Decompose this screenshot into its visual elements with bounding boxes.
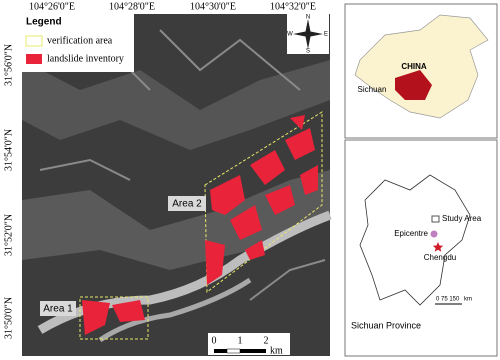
lat-label: 31°52'0"N [3, 214, 14, 256]
chengdu-marker [432, 242, 444, 252]
compass-label: W [287, 32, 293, 38]
scale-unit: km [464, 297, 472, 303]
map-label: Epicentre [394, 229, 428, 238]
area-label: Area 2 [172, 199, 202, 210]
lat-label: 31°54'0"N [3, 129, 14, 171]
legend-label: verification area [47, 35, 113, 46]
landslide-inventory [82, 115, 318, 335]
legend-title: Legend [26, 17, 62, 28]
compass-label: E [324, 32, 328, 38]
legend-swatch [26, 54, 42, 64]
epicentre-marker [430, 230, 438, 238]
area-label-box [168, 196, 206, 211]
scale-tick: 2 [264, 335, 269, 346]
scale-unit: km [270, 345, 283, 356]
map-label: Study Area [442, 214, 482, 223]
scale-tick: 0 [212, 335, 217, 346]
china-inset: CHINA Sichuan [344, 3, 498, 139]
satellite-image [22, 14, 332, 356]
lon-label: 104°32'0"E [270, 1, 316, 12]
legend-label: landslide inventory [47, 53, 124, 64]
lon-label: 104°26'0"E [29, 1, 75, 12]
area-label-box [40, 301, 76, 316]
compass-label: N [306, 15, 310, 21]
lat-label: 31°56'0"N [3, 44, 14, 86]
scale-ticks: 0 75 150 [436, 297, 460, 303]
lon-label: 104°30'0"E [190, 1, 236, 12]
legend: Legend verification area landslide inven… [22, 14, 134, 72]
compass-label: S [306, 49, 310, 55]
country-label: CHINA [401, 62, 427, 71]
lon-label: 104°28'0"E [109, 1, 155, 12]
inset-caption: Sichuan Province [351, 320, 421, 330]
sichuan-inset: Study Area Epicentre Chengdu 0 75 150 km… [344, 139, 498, 357]
area-label: Area 1 [43, 304, 73, 315]
legend-swatch [25, 35, 43, 47]
province-label: Sichuan [358, 85, 387, 94]
study-area-marker [431, 215, 440, 223]
north-arrow: N E S W [287, 14, 329, 55]
map-label: Chengdu [424, 253, 456, 262]
scale-bar: 0 1 2 km [208, 333, 290, 356]
lat-label: 31°50'0"N [3, 297, 14, 339]
scale-tick: 1 [238, 335, 243, 346]
